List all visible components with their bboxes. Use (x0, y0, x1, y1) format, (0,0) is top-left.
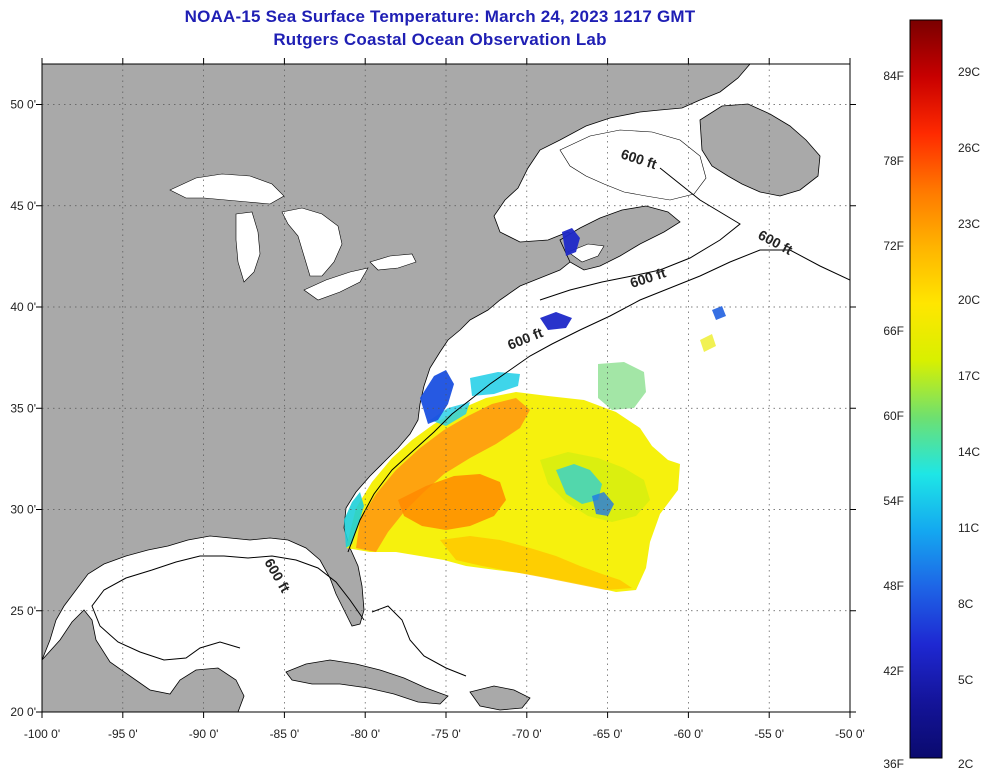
colorbar-c-label: 20C (958, 293, 980, 307)
lon-tick-label: -75 0' (431, 727, 461, 741)
colorbar-c-label: 5C (958, 673, 974, 687)
latitude-axis: 50 0' 45 0' 40 0' 35 0' 30 0' 25 0' 20 0' (10, 98, 856, 719)
colorbar-c-label: 8C (958, 597, 974, 611)
lat-tick-label: 30 0' (10, 503, 36, 517)
lon-tick-label: -65 0' (593, 727, 623, 741)
colorbar-fahrenheit-labels: 84F 78F 72F 66F 60F 54F 48F 42F 36F (883, 69, 904, 770)
lon-tick-label: -70 0' (512, 727, 542, 741)
colorbar-f-label: 42F (883, 664, 904, 678)
longitude-axis: -100 0' -95 0' -90 0' -85 0' -80 0' -75 0' -70… (24, 58, 865, 741)
colorbar-c-label: 29C (958, 65, 980, 79)
newfoundland-land (699, 103, 821, 197)
colorbar-c-label: 11C (958, 521, 979, 535)
colorbar-c-label: 23C (958, 217, 980, 231)
colorbar-f-label: 60F (883, 409, 904, 423)
colorbar-c-label: 26C (958, 141, 980, 155)
north-america-land (42, 64, 751, 661)
colorbar-c-label: 17C (958, 369, 980, 383)
colorbar-f-label: 78F (883, 154, 904, 168)
lat-tick-label: 35 0' (10, 401, 36, 415)
lat-tick-label: 50 0' (10, 98, 36, 112)
colorbar-f-label: 84F (883, 69, 904, 83)
mexico-land (42, 609, 245, 712)
lon-tick-label: -80 0' (350, 727, 380, 741)
lon-tick-label: -95 0' (108, 727, 138, 741)
colorbar-c-label: 2C (958, 757, 974, 770)
colorbar-f-label: 36F (883, 757, 904, 770)
colorbar-f-label: 54F (883, 494, 904, 508)
colorbar (909, 19, 943, 759)
graticule (42, 64, 850, 712)
colorbar-f-label: 48F (883, 579, 904, 593)
colorbar-celsius-labels: 29C 26C 23C 20C 17C 14C 11C 8C 5C 2C (958, 65, 980, 770)
sst-data-layer (344, 228, 726, 592)
lat-tick-label: 40 0' (10, 300, 36, 314)
lake-superior (169, 173, 285, 205)
map-subtitle: Rutgers Coastal Ocean Observation Lab (273, 30, 607, 49)
hispaniola-land (469, 685, 531, 711)
lon-tick-label: -90 0' (189, 727, 219, 741)
lat-tick-label: 45 0' (10, 199, 36, 213)
lat-tick-label: 25 0' (10, 604, 36, 618)
colorbar-f-label: 72F (883, 239, 904, 253)
lon-tick-label: -100 0' (24, 727, 60, 741)
colorbar-f-label: 66F (883, 324, 904, 338)
cuba-land (285, 659, 449, 705)
gulf-st-lawrence (559, 129, 707, 201)
map-title: NOAA-15 Sea Surface Temperature: March 2… (184, 7, 696, 26)
lon-tick-label: -60 0' (674, 727, 704, 741)
lon-tick-label: -85 0' (270, 727, 300, 741)
lon-tick-label: -50 0' (835, 727, 865, 741)
colorbar-c-label: 14C (958, 445, 980, 459)
lake-erie-ontario (303, 253, 417, 301)
lake-michigan-huron (235, 207, 343, 283)
lon-tick-label: -55 0' (754, 727, 784, 741)
lat-tick-label: 20 0' (10, 705, 36, 719)
isobath-lines (91, 167, 850, 677)
